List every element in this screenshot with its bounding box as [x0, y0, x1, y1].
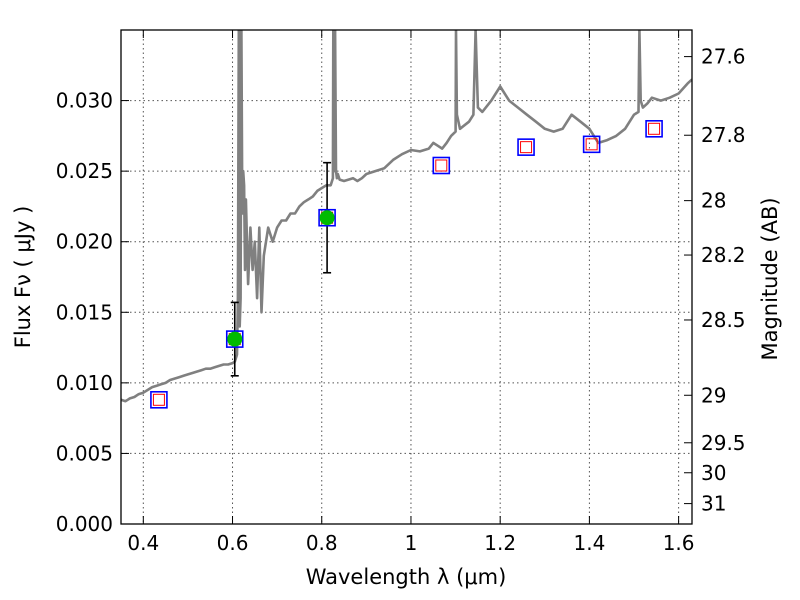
- x-tick-label: 0.8: [306, 531, 338, 555]
- right-axis-label: Magnitude (AB): [758, 197, 782, 360]
- observed-point: [319, 210, 335, 226]
- model-box-inner: [648, 122, 661, 135]
- plot-area: [121, 30, 692, 409]
- model-box: [318, 208, 336, 227]
- grid: [121, 30, 692, 525]
- y-tick-label: 0.005: [56, 441, 113, 465]
- x-tick-label: 1.2: [484, 531, 516, 555]
- model-box-inner: [435, 159, 448, 172]
- y-tick-label: 0.010: [56, 371, 113, 395]
- axes: 0.4 0.6 0.8 1 1.2 1.4 1.6 0.000 0.005 0.010 0.015 0…: [56, 30, 746, 555]
- model-box: [225, 330, 244, 348]
- model-box: [582, 135, 601, 154]
- mag-tick-label: 28.5: [701, 308, 746, 332]
- x-tick-label: 0.4: [127, 531, 159, 555]
- model-box: [150, 390, 168, 409]
- mag-tick-label: 28: [701, 189, 726, 213]
- x-tick-label: 0.6: [217, 531, 249, 555]
- model-box-inner: [520, 141, 533, 154]
- x-tick-label: 1.4: [573, 531, 605, 555]
- model-box: [645, 120, 663, 138]
- mag-tick-label: 27.6: [701, 45, 746, 69]
- model-box-inner: [585, 138, 598, 151]
- mag-tick-label: 27.8: [701, 123, 746, 147]
- plot-frame: [120, 29, 693, 525]
- mag-tick-label: 29: [701, 383, 726, 407]
- mag-tick-label: 29.5: [701, 431, 746, 455]
- y-tick-label: 0.015: [56, 300, 113, 324]
- mag-tick-label: 28.2: [701, 243, 746, 267]
- y-tick-label: 0.025: [56, 159, 113, 183]
- model-box-inner: [152, 393, 165, 406]
- model-box: [517, 138, 535, 156]
- y-tick-label: 0.030: [56, 89, 113, 113]
- y-tick-label: 0.000: [56, 512, 113, 536]
- x-axis-label: Wavelength λ (μm): [306, 565, 507, 589]
- x-tick-label: 1: [405, 531, 418, 555]
- mag-tick-label: 30: [701, 461, 726, 485]
- y-axis-label: Flux Fν ( μJy ): [11, 206, 35, 349]
- model-box: [432, 156, 451, 175]
- spectrum-line: [121, 30, 692, 403]
- y-tick-label: 0.020: [56, 230, 113, 254]
- observed-point: [227, 331, 243, 347]
- mag-tick-label: 31: [701, 492, 726, 516]
- x-tick-label: 1.6: [663, 531, 695, 555]
